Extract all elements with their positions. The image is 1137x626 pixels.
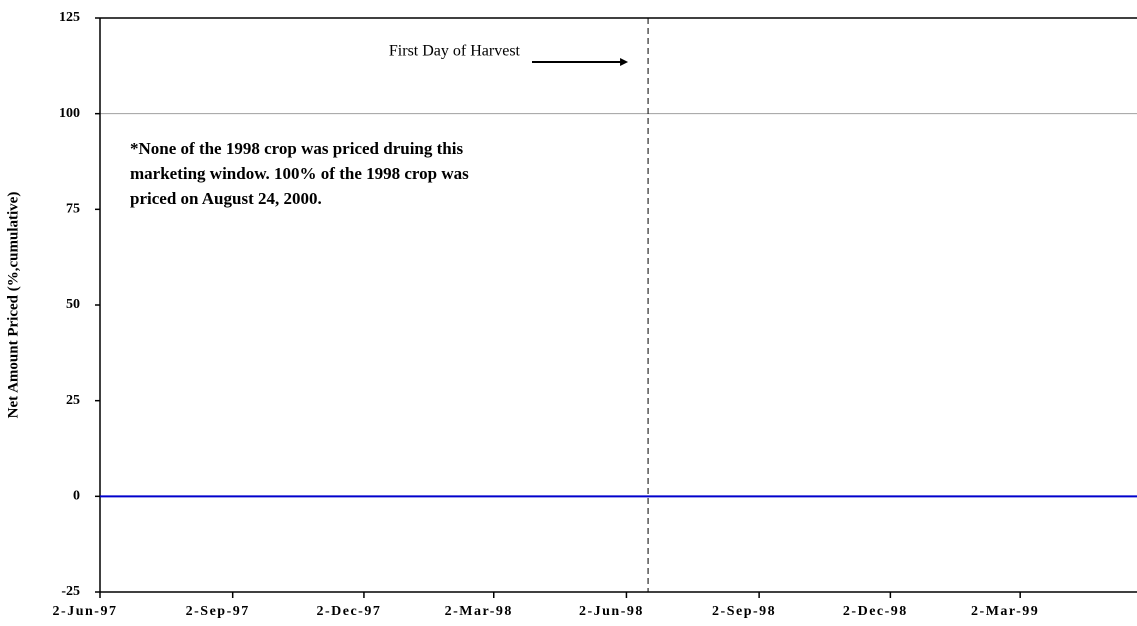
y-tick-label: 0 [73,489,80,504]
x-tick-label: 2-Sep-98 [712,604,776,619]
x-tick-label: 2-Mar-99 [971,604,1039,619]
x-tick-label: 2-Sep-97 [186,604,250,619]
x-tick-label: 2-Dec-97 [316,604,381,619]
y-tick-label: 50 [66,297,80,312]
x-tick-label: 2-Jun-97 [53,604,118,619]
note-line: *None of the 1998 crop was priced druing… [130,139,463,158]
annotation: First Day of Harvest [389,43,521,60]
arrow-head [620,58,629,66]
x-tick-label: 2-Dec-98 [843,604,908,619]
x-tick-label: 2-Mar-98 [445,604,513,619]
y-tick-label: 125 [59,10,80,25]
y-tick-label: -25 [61,584,80,599]
x-tick-label: 2-Jun-98 [579,604,644,619]
note-line: marketing window. 100% of the 1998 crop … [130,164,469,183]
y-axis-label: Net Amount Priced (%,cumulative) [5,192,21,419]
y-tick-label: 100 [59,106,80,121]
note-line: priced on August 24, 2000. [130,189,322,208]
y-tick-label: 25 [66,393,80,408]
y-tick-label: 75 [66,202,80,217]
